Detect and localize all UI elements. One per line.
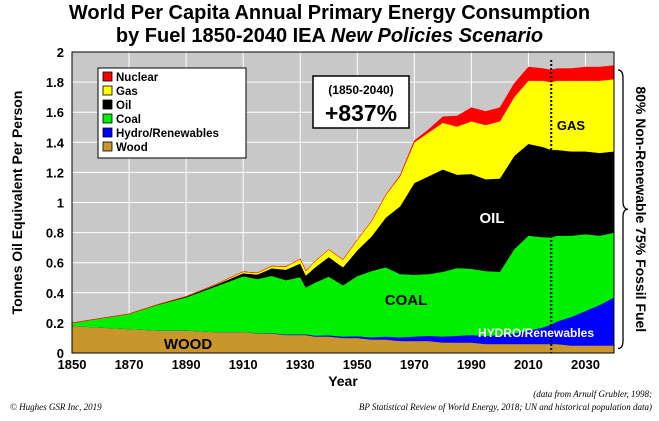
legend-label: Coal [116,114,141,126]
legend: Nuclear Gas Oil Coal Hydro/Renewables Wood [97,67,247,159]
growth-value-label: +837% [325,100,397,126]
y-tick-label: 1.2 [46,165,64,180]
legend-box [97,67,247,159]
gas-label: GAS [557,118,586,133]
legend-swatch [102,85,113,96]
y-tick-label: 0.2 [46,316,64,331]
source-note-line2: BP Statistical Review of World Energy, 2… [358,402,652,412]
x-tick-label: 1870 [115,357,144,372]
y-axis-label: Tonnes Oil Equivalent Per Person [9,91,25,315]
right-brace [617,69,629,350]
legend-swatch [102,113,113,124]
y-tick-label: 1.6 [46,105,64,120]
x-tick-label: 1890 [172,357,201,372]
legend-label: Nuclear [116,72,159,84]
x-tick-labels: 1850 1870 1890 1910 1930 1950 1970 1990 2010 2030 [58,357,600,372]
chart-title-line1: World Per Capita Annual Primary Energy C… [68,2,591,24]
copyright-note: © Hughes GSR Inc, 2019 [10,402,102,412]
chart-title-line2-italic: New Policies Scenario [330,25,544,47]
legend-swatch [102,141,113,152]
legend-swatch [102,71,113,82]
coal-label: COAL [385,292,428,309]
chart-title-line2-prefix: by Fuel 1850-2040 IEA [115,25,326,47]
x-axis-label: Year [328,373,358,389]
y-tick-label: 0.6 [46,256,64,271]
oil-label: OIL [480,210,505,227]
hydro-label: HYDRO/Renewables [478,326,594,340]
y-tick-label: 2 [57,45,64,60]
y-tick-label: 1.4 [46,135,65,150]
x-tick-label: 2010 [514,357,543,372]
legend-label: Oil [116,100,131,112]
growth-box-frame [312,75,410,129]
legend-label: Wood [116,142,148,154]
y-tick-label: 0.4 [46,286,65,301]
growth-annotation-box: (1850-2040) +837% [312,75,410,129]
legend-label: Hydro/Renewables [116,128,219,140]
wood-label: WOOD [164,336,212,353]
legend-swatch [102,99,113,110]
x-tick-label: 2030 [571,357,600,372]
x-tick-label: 1990 [457,357,486,372]
x-tick-label: 1850 [58,357,87,372]
x-tick-label: 1970 [400,357,429,372]
y-tick-labels: 0 0.2 0.4 0.6 0.8 1 1.2 1.4 1.6 1.8 2 [46,45,65,361]
y-tick-label: 0.8 [46,226,64,241]
y-tick-label: 1.8 [46,75,64,90]
x-tick-label: 1930 [286,357,315,372]
plot-frame [71,51,615,354]
area-labels: GAS OIL COAL HYDRO/Renewables WOOD [164,118,595,353]
right-side-label: 80% Non-Renewable 75% Fossil Fuel [633,86,649,332]
source-note-line1: (data from Arnulf Grubler, 1998; [533,389,652,399]
legend-swatch [102,127,113,138]
growth-period-label: (1850-2040) [328,83,393,97]
x-tick-label: 1950 [343,357,372,372]
chart-title-line2: by Fuel 1850-2040 IEA New Policies Scena… [0,25,659,47]
y-tick-label: 0 [57,346,64,361]
stacked-areas [71,65,615,354]
x-tick-label: 1910 [229,357,258,372]
legend-label: Gas [116,86,138,98]
y-tick-label: 1 [57,196,64,211]
